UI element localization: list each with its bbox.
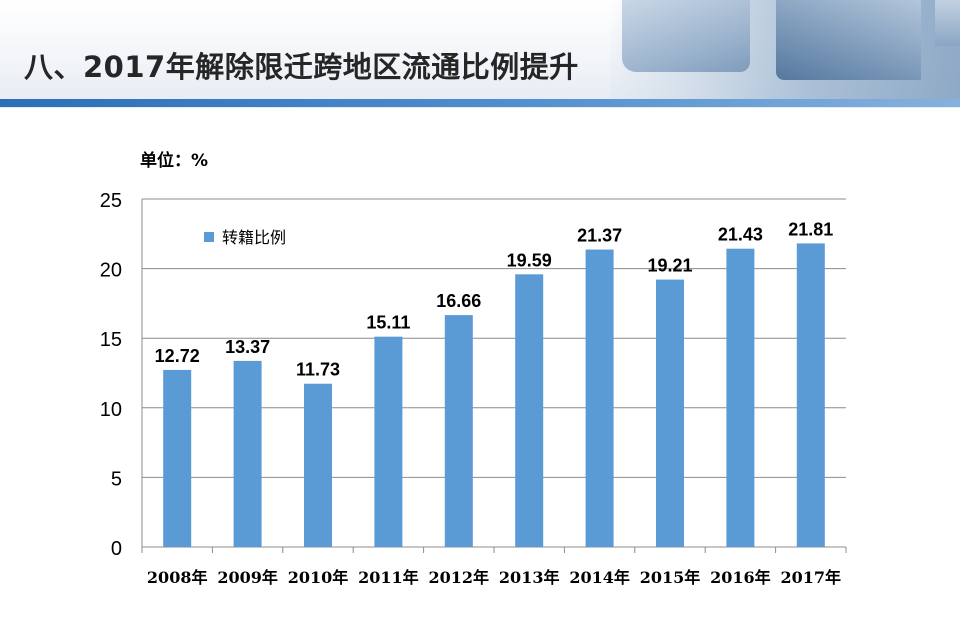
header-banner: 八、2017年解除限迁跨地区流通比例提升 (0, 0, 960, 108)
x-tick-label: 2009年 (217, 568, 278, 587)
y-tick-label: 0 (111, 538, 122, 560)
y-tick-label: 15 (100, 329, 122, 351)
bar (726, 248, 755, 547)
data-label: 19.21 (647, 256, 692, 276)
decorative-cube (935, 0, 960, 46)
x-tick-label: 2014年 (569, 568, 630, 587)
bar (163, 369, 192, 547)
bar (656, 279, 684, 547)
x-tick-label: 2013年 (499, 568, 560, 587)
bar (515, 274, 544, 547)
x-tick-label: 2015年 (640, 568, 701, 587)
bar (796, 243, 825, 548)
decorative-cube (622, 0, 750, 72)
y-tick-label: 25 (100, 190, 122, 212)
bar (304, 383, 332, 547)
bar (233, 360, 262, 547)
page-title: 八、2017年解除限迁跨地区流通比例提升 (24, 50, 579, 84)
x-tick-label: 2010年 (288, 568, 349, 587)
data-label: 11.73 (296, 360, 340, 380)
decorative-cube (776, 0, 921, 80)
data-label: 21.81 (788, 219, 833, 239)
header-accent-bar (0, 99, 960, 107)
data-label: 15.11 (366, 313, 410, 333)
data-label: 19.59 (507, 250, 552, 270)
legend-label: 转籍比例 (222, 228, 286, 247)
x-tick-label: 2011年 (358, 568, 419, 587)
x-tick-label: 2016年 (710, 568, 771, 587)
bar (374, 336, 403, 547)
bar (585, 249, 614, 547)
data-label: 12.72 (155, 346, 200, 366)
y-tick-label: 5 (111, 468, 122, 490)
unit-label: 单位：% (140, 151, 209, 171)
legend-swatch (204, 232, 214, 242)
y-tick-label: 20 (100, 260, 122, 282)
data-label: 13.37 (225, 337, 270, 357)
data-label: 16.66 (436, 291, 481, 311)
x-tick-label: 2012年 (429, 568, 490, 587)
data-label: 21.43 (718, 225, 763, 245)
y-tick-label: 10 (100, 399, 122, 421)
bar (444, 315, 473, 547)
x-tick-label: 2017年 (781, 568, 842, 587)
data-label: 21.37 (577, 226, 622, 246)
x-tick-label: 2008年 (147, 568, 208, 587)
